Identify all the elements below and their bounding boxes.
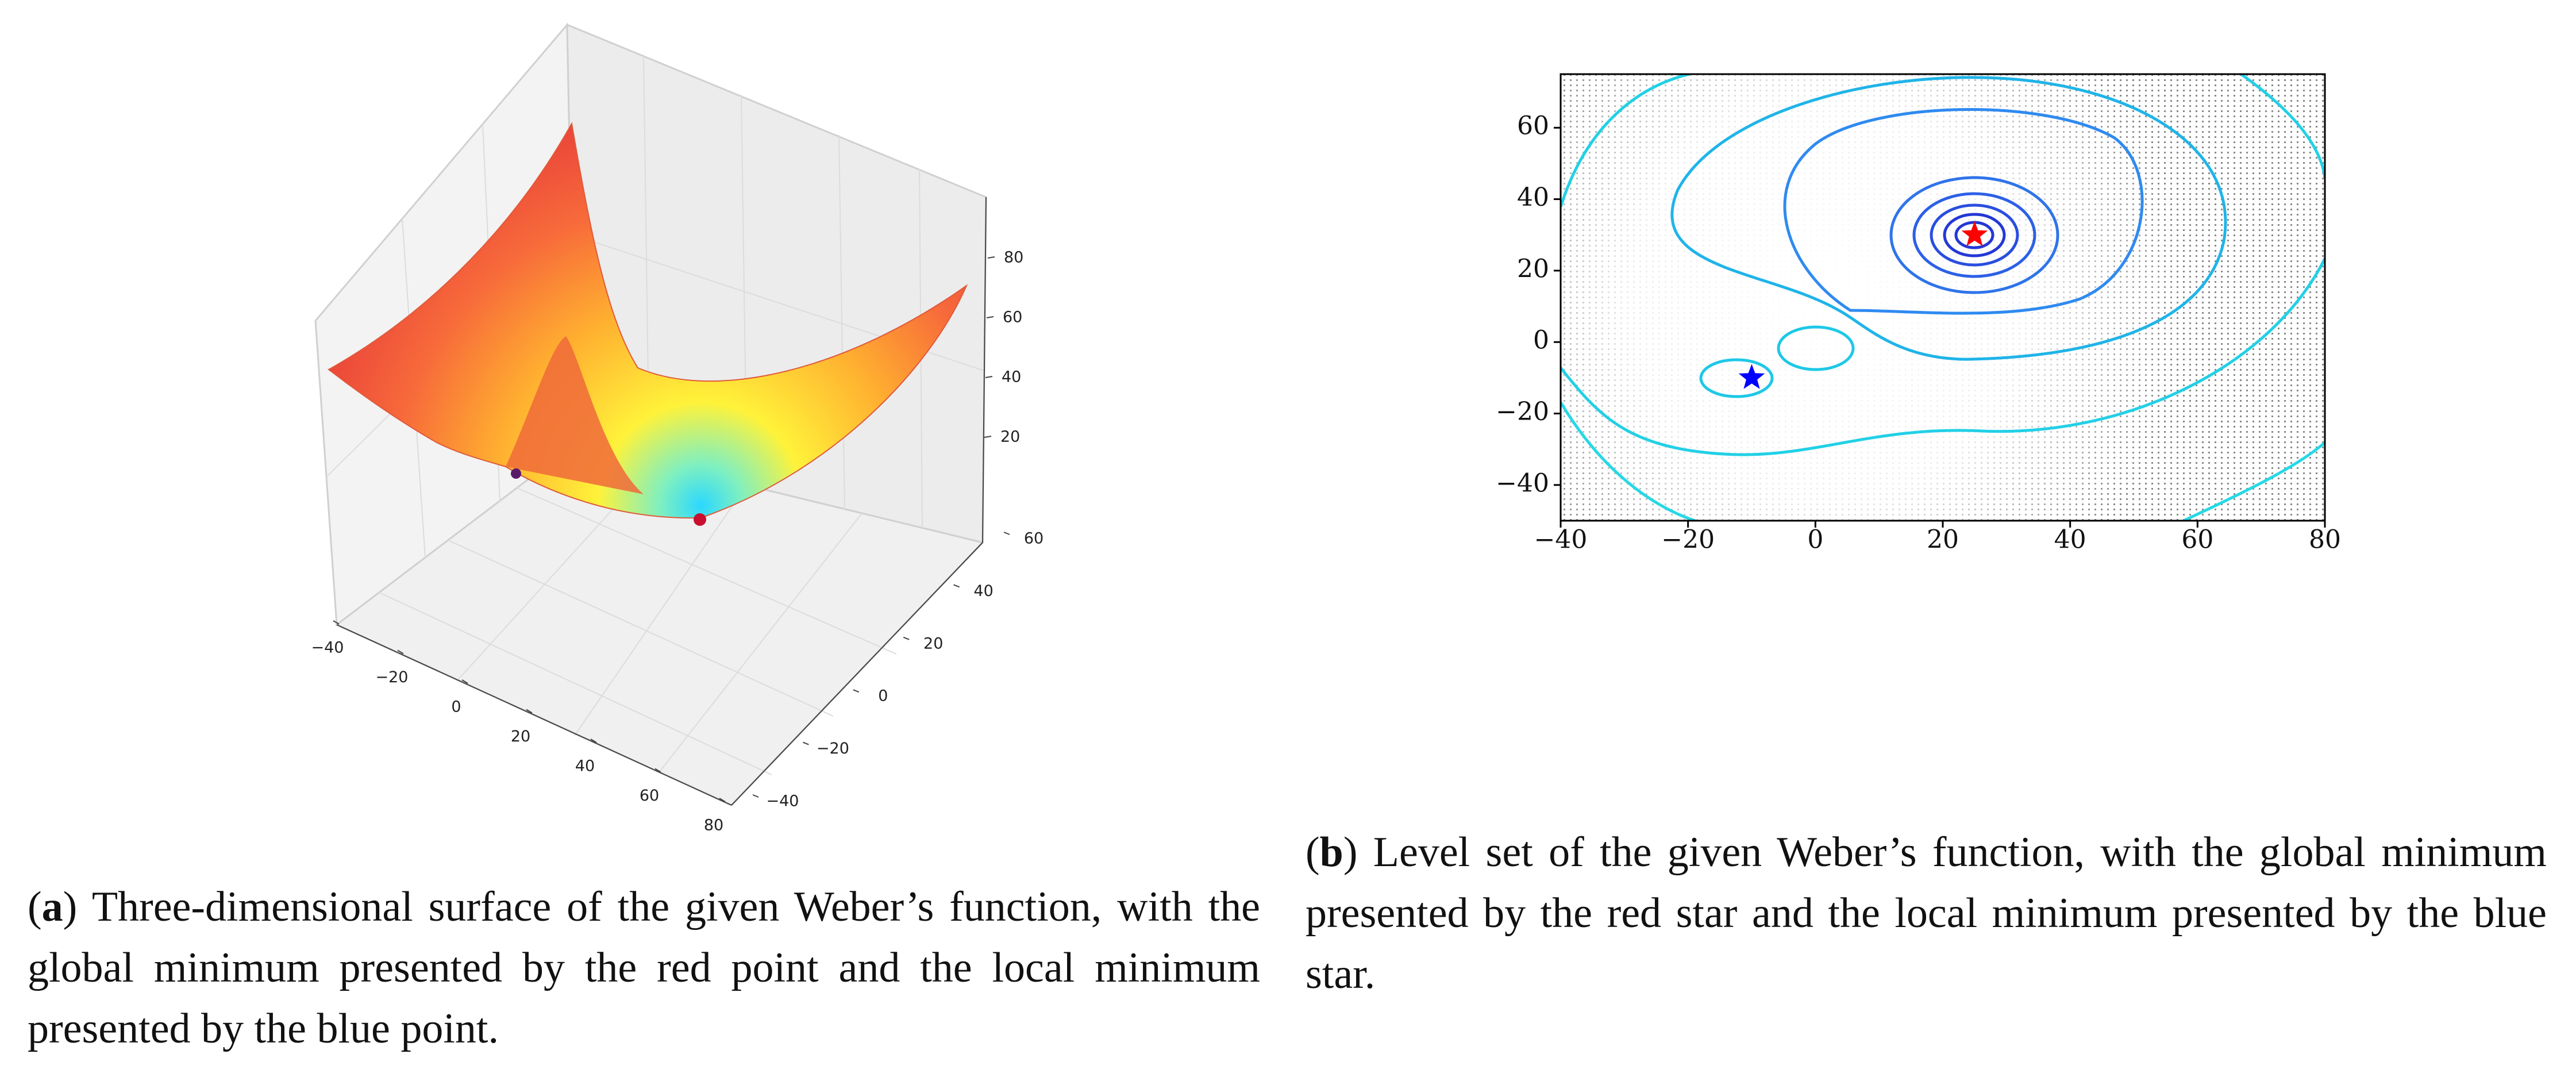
- x-tick-mark: [719, 798, 726, 802]
- z-tick-label: 60: [1003, 309, 1022, 326]
- surface: [328, 122, 968, 519]
- caption-open: (: [1306, 829, 1320, 876]
- z-tick-label: 80: [1004, 249, 1023, 267]
- x-tick-mark: [333, 620, 340, 625]
- x-tick-label: 20: [1927, 525, 1959, 555]
- caption-text: ) Level set of the given Weber’s functio…: [1306, 829, 2547, 998]
- x-tick-mark: [397, 649, 404, 655]
- surface-panel: [314, 22, 987, 806]
- y-tick-label: 20: [923, 634, 943, 652]
- global-minimum-star: [1961, 221, 1988, 247]
- y-tick-label: 20: [1517, 254, 1549, 283]
- y-tick-label: 0: [878, 687, 888, 705]
- x-tick-mark: [461, 679, 468, 684]
- caption-a: (a) Three-dimensional surface of the giv…: [28, 876, 1260, 1059]
- contour-panel: [1560, 73, 2326, 522]
- y-tick-label: −20: [1496, 397, 1549, 426]
- y-tick-label: 60: [1517, 111, 1549, 141]
- x-tick-label: 60: [2181, 525, 2213, 555]
- y-tick-mark: [803, 741, 809, 745]
- z-axis-line: [982, 197, 987, 543]
- local-minimum-star: [1738, 364, 1765, 389]
- x-axis-line: [336, 624, 732, 806]
- z-tick-mark: [987, 256, 995, 259]
- caption-label: b: [1319, 829, 1343, 876]
- x-tick-mark: [526, 709, 533, 714]
- global-minimum-point: [694, 513, 706, 526]
- caption-b: (b) Level set of the given Weber’s funct…: [1306, 822, 2547, 1005]
- y-tick-mark: [752, 794, 759, 798]
- y-tick-label: 60: [1024, 530, 1044, 548]
- x-tick-label: 60: [640, 787, 659, 805]
- caption-label: a: [41, 883, 63, 930]
- z-tick-label: 20: [1000, 428, 1020, 446]
- x-tick-label: −20: [376, 668, 409, 686]
- y-tick-mark: [903, 636, 910, 640]
- x-tick-label: 80: [2309, 525, 2341, 555]
- y-tick-mark: [1003, 532, 1010, 535]
- x-tick-label: 40: [2054, 525, 2086, 555]
- x-tick-label: 40: [575, 757, 595, 775]
- dot-fade: [1561, 74, 2325, 521]
- caption-text: ) Three-dimensional surface of the given…: [28, 883, 1260, 1052]
- x-tick-label: −20: [1661, 525, 1715, 555]
- x-tick-label: 80: [704, 817, 723, 834]
- y-tick-label: 40: [1517, 183, 1549, 212]
- z-tick-mark: [984, 436, 992, 438]
- y-tick-mark: [953, 584, 960, 588]
- y-tick-mark: [853, 689, 860, 693]
- z-tick-label: 40: [1002, 368, 1021, 386]
- y-tick-label: −40: [767, 793, 799, 810]
- y-tick-label: −40: [1496, 468, 1549, 498]
- y-tick-label: 40: [973, 582, 993, 600]
- contours: [1561, 74, 2325, 521]
- x-tick-label: 0: [1807, 525, 1823, 555]
- x-tick-label: 0: [451, 698, 461, 716]
- x-tick-label: 20: [511, 728, 530, 745]
- surface-ridge: [506, 336, 644, 494]
- x-tick-label: −40: [311, 639, 344, 657]
- x-tick-mark: [654, 768, 661, 773]
- z-tick-mark: [986, 316, 994, 318]
- x-tick-mark: [590, 739, 597, 743]
- x-tick-label: −40: [1534, 525, 1588, 555]
- z-tick-mark: [985, 376, 993, 378]
- local-minimum-point: [511, 468, 521, 479]
- caption-open: (: [28, 883, 42, 930]
- y-axis-line: [731, 542, 983, 806]
- y-tick-label: −20: [817, 740, 849, 757]
- y-tick-label: 0: [1533, 326, 1549, 355]
